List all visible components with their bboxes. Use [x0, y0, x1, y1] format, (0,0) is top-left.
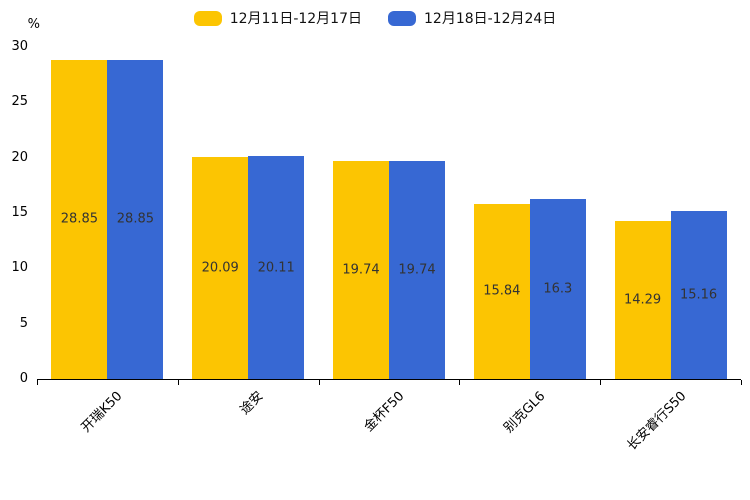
bar-week2: 28.85: [107, 59, 164, 379]
y-axis-tick-label: 15: [11, 205, 28, 220]
bar-value-label: 15.84: [483, 283, 521, 299]
bar-week1: 20.09: [192, 156, 249, 379]
bar-week2: 15.16: [670, 211, 727, 379]
plot-area: 28.85 28.85 20.09 20.11 19.74 19.74 15.84 16.3 1…: [37, 47, 741, 380]
y-axis-tick-label: 25: [11, 94, 28, 110]
x-axis-tick: [600, 380, 601, 385]
x-axis-label: 别克GL6: [501, 388, 549, 436]
legend-label-week1: 12月11日-12月17日: [229, 11, 362, 27]
x-axis-tick: [37, 380, 38, 385]
y-axis-tick-label: 30: [11, 39, 28, 54]
bar-week2: 16.3: [529, 198, 586, 379]
x-axis-label: 长安睿行S50: [624, 388, 690, 454]
bar-value-label: 14.29: [623, 292, 662, 308]
bar-week1: 14.29: [614, 220, 671, 379]
bar-week1: 15.84: [473, 203, 530, 379]
x-axis-tick: [741, 380, 742, 385]
legend-label-week2: 12月18日-12月24日: [424, 11, 557, 27]
bar-value-label: 20.09: [201, 260, 239, 276]
legend-item-week2[interactable]: 12月18日-12月24日: [388, 8, 556, 28]
x-axis-label: 途安: [237, 388, 267, 418]
x-axis-label: 金杯F50: [361, 388, 408, 435]
x-axis-label: 开瑞K50: [79, 388, 126, 436]
legend-swatch-yellow-icon: [193, 10, 222, 26]
bar-week2: 19.74: [389, 160, 445, 379]
bar-value-label: 28.85: [60, 211, 98, 227]
y-axis-tick-label: 10: [11, 260, 28, 276]
legend-item-week1[interactable]: 12月11日-12月17日: [193, 8, 362, 28]
bar-value-label: 15.16: [679, 287, 718, 303]
y-axis-unit-label: %: [27, 17, 40, 32]
y-axis-tick-label: 0: [19, 371, 28, 386]
x-axis-tick: [459, 380, 460, 385]
x-axis-tick: [319, 380, 320, 385]
bar-value-label: 16.3: [543, 281, 573, 297]
bar-value-label: 19.74: [398, 262, 436, 278]
chart-legend: 12月11日-12月17日 12月18日-12月24日: [0, 8, 750, 28]
y-axis-tick-label: 20: [11, 149, 28, 165]
bar-value-label: 20.11: [257, 260, 295, 276]
bar-week1: 19.74: [333, 160, 389, 379]
x-axis-tick: [178, 380, 179, 385]
legend-swatch-blue-icon: [388, 10, 416, 26]
bar-week1: 28.85: [51, 59, 108, 379]
bar-value-label: 19.74: [342, 262, 380, 278]
bar-week2: 20.11: [248, 156, 305, 379]
y-axis-tick-label: 5: [19, 315, 28, 331]
bar-value-label: 28.85: [116, 211, 154, 227]
